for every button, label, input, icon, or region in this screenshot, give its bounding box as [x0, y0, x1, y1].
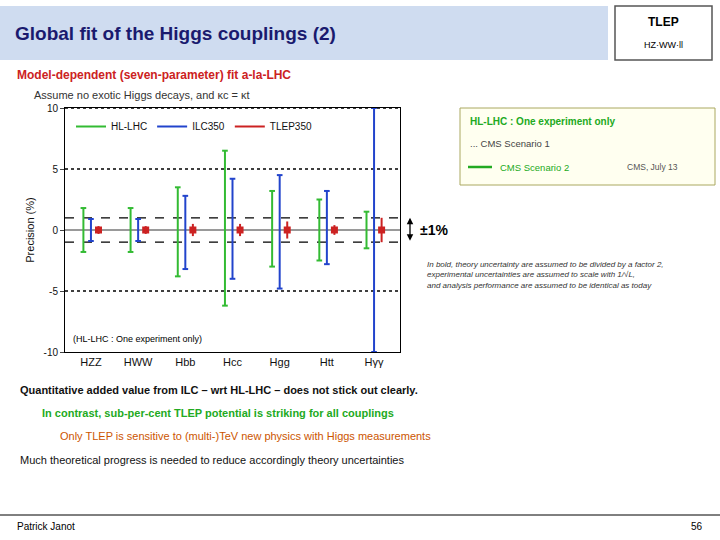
svg-text:CMS, July 13: CMS, July 13: [627, 162, 678, 172]
svg-text:HWW: HWW: [124, 356, 153, 368]
svg-text:TLEP350: TLEP350: [270, 121, 312, 132]
svg-text:-5: -5: [49, 286, 58, 297]
svg-text:Assume no exotic Higgs decays,: Assume no exotic Higgs decays, and κc = …: [34, 89, 250, 101]
svg-text:(HL-LHC : One experiment only): (HL-LHC : One experiment only): [73, 334, 202, 344]
svg-text:Model-dependent (seven-paramet: Model-dependent (seven-parameter) fit a-…: [17, 68, 291, 82]
svg-text:5: 5: [52, 164, 58, 175]
svg-text:56: 56: [691, 521, 703, 532]
svg-text:In contrast, sub-per-cent TLEP: In contrast, sub-per-cent TLEP potential…: [42, 407, 394, 419]
svg-text:CMS Scenario 2: CMS Scenario 2: [500, 162, 569, 173]
svg-text:Hbb: Hbb: [175, 356, 195, 368]
svg-text:TLEP: TLEP: [648, 15, 679, 29]
svg-text:ILC350: ILC350: [192, 121, 225, 132]
svg-text:-10: -10: [44, 347, 59, 358]
svg-text:Hgg: Hgg: [270, 356, 290, 368]
svg-text:HZZ: HZZ: [80, 356, 102, 368]
svg-text:... CMS Scenario 1: ... CMS Scenario 1: [470, 138, 550, 149]
svg-text:Hγγ: Hγγ: [365, 356, 384, 368]
svg-text:0: 0: [52, 225, 58, 236]
svg-text:Patrick Janot: Patrick Janot: [17, 521, 75, 532]
svg-text:HL-LHC: HL-LHC: [111, 121, 147, 132]
svg-text:Hcc: Hcc: [223, 356, 242, 368]
svg-text:Precision (%): Precision (%): [24, 197, 36, 262]
svg-text:Only TLEP is sensitive to (mul: Only TLEP is sensitive to (multi-)TeV ne…: [60, 430, 431, 442]
svg-text:Quantitative added value from: Quantitative added value from ILC – wrt …: [20, 384, 418, 396]
svg-text:HZ·WW·ll: HZ·WW·ll: [644, 40, 683, 50]
svg-text:Much theoretical progress is n: Much theoretical progress is needed to r…: [20, 454, 404, 466]
svg-text:Htt: Htt: [320, 356, 334, 368]
svg-text:In bold, theory uncertainty ar: In bold, theory uncertainty are assumed …: [427, 260, 664, 290]
svg-text:Global fit of the Higgs coupli: Global fit of the Higgs couplings (2): [15, 23, 336, 44]
svg-text:HL-LHC : One experiment only: HL-LHC : One experiment only: [470, 116, 615, 127]
svg-text:±1%: ±1%: [420, 222, 448, 238]
svg-text:10: 10: [47, 103, 59, 114]
